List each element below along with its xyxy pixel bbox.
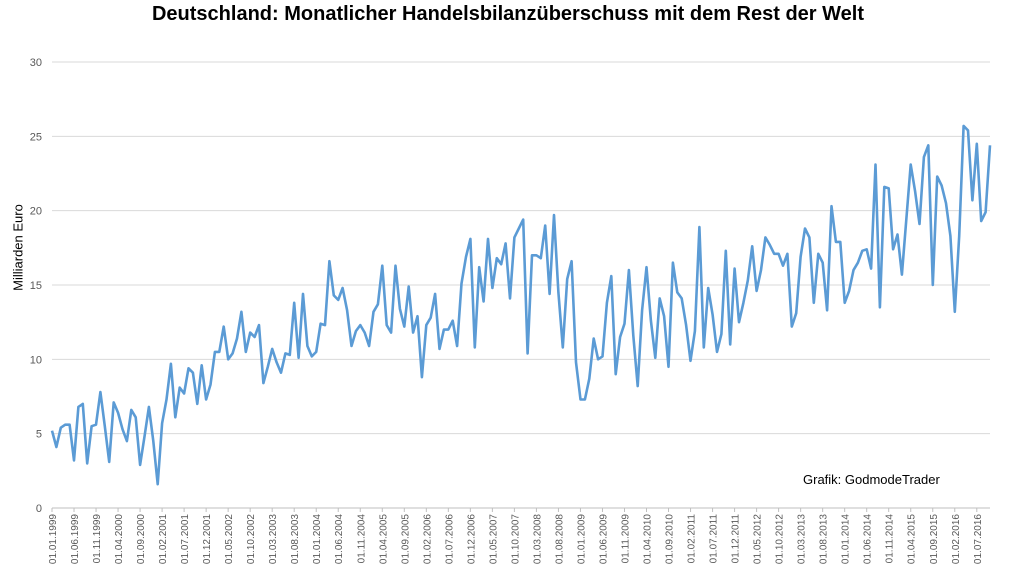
x-tick-label: 01.06.2004 bbox=[334, 514, 345, 564]
x-tick-label: 01.01.2004 bbox=[312, 514, 323, 564]
chart-annotation: Grafik: GodmodeTrader bbox=[803, 472, 940, 487]
x-tick-label: 01.11.2014 bbox=[885, 514, 896, 564]
x-tick-label: 01.01.2014 bbox=[841, 514, 852, 564]
x-tick-label: 01.02.2016 bbox=[951, 514, 962, 564]
x-tick-label: 01.02.2006 bbox=[422, 514, 433, 564]
x-tick-label: 01.06.1999 bbox=[70, 514, 81, 564]
x-tick-label: 01.11.2009 bbox=[620, 514, 631, 564]
x-tick-label: 01.06.2014 bbox=[863, 514, 874, 564]
x-tick-label: 01.09.2000 bbox=[136, 514, 147, 564]
x-tick-label: 01.09.2005 bbox=[400, 514, 411, 564]
y-tick-labels: 0 5 10 15 20 25 30 bbox=[30, 57, 42, 515]
x-tick-label: 01.04.2000 bbox=[114, 514, 125, 564]
x-tick-label: 01.02.2011 bbox=[687, 514, 698, 564]
y-tick-label: 0 bbox=[36, 503, 42, 515]
x-tick-label: 01.10.2012 bbox=[775, 514, 786, 564]
x-tick-label: 01.04.2010 bbox=[643, 514, 654, 564]
gridlines bbox=[52, 61, 990, 509]
x-tick-label: 01.01.2009 bbox=[576, 514, 587, 564]
x-tick-label: 01.05.2012 bbox=[753, 514, 764, 564]
y-tick-label: 25 bbox=[30, 131, 42, 143]
x-tick-label: 01.10.2002 bbox=[246, 514, 257, 564]
x-tick-label: 01.04.2005 bbox=[378, 514, 389, 564]
x-tick-label: 01.07.2001 bbox=[180, 514, 191, 564]
x-tick-label: 01.01.1999 bbox=[48, 514, 59, 564]
x-tick-label: 01.06.2009 bbox=[598, 514, 609, 564]
x-tick-label: 01.07.2016 bbox=[973, 514, 984, 564]
x-tick-labels: 01.01.1999 01.06.1999 01.11.1999 01.04.2000… bbox=[48, 508, 984, 564]
series-line bbox=[50, 124, 992, 486]
series-group bbox=[50, 124, 992, 486]
x-tick-label: 01.04.2015 bbox=[907, 514, 918, 564]
x-tick-label: 01.03.2003 bbox=[268, 514, 279, 564]
x-tick-label: 01.05.2002 bbox=[224, 514, 235, 564]
x-tick-label: 01.09.2010 bbox=[665, 514, 676, 564]
y-tick-label: 5 bbox=[36, 429, 42, 441]
x-tick-label: 01.08.2013 bbox=[819, 514, 830, 564]
x-tick-label: 01.08.2003 bbox=[290, 514, 301, 564]
x-tick-label: 01.10.2007 bbox=[510, 514, 521, 564]
y-tick-label: 10 bbox=[30, 354, 42, 366]
x-tick-label: 01.11.1999 bbox=[92, 514, 103, 564]
x-tick-label: 01.12.2001 bbox=[202, 514, 213, 564]
x-tick-label: 01.03.2008 bbox=[532, 514, 543, 564]
x-tick-label: 01.12.2011 bbox=[731, 514, 742, 564]
x-tick-label: 01.11.2004 bbox=[356, 514, 367, 564]
y-tick-label: 30 bbox=[30, 57, 42, 69]
x-tick-label: 01.07.2011 bbox=[709, 514, 720, 564]
x-tick-label: 01.05.2007 bbox=[488, 514, 499, 564]
x-tick-label: 01.09.2015 bbox=[929, 514, 940, 564]
y-tick-label: 15 bbox=[30, 280, 42, 292]
x-tick-label: 01.03.2013 bbox=[797, 514, 808, 564]
y-tick-label: 20 bbox=[30, 206, 42, 218]
chart-title: Deutschland: Monatlicher Handelsbilanzüb… bbox=[151, 3, 864, 25]
x-tick-label: 01.08.2008 bbox=[554, 514, 565, 564]
x-tick-label: 01.02.2001 bbox=[158, 514, 169, 564]
x-tick-label: 01.12.2006 bbox=[466, 514, 477, 564]
x-tick-label: 01.07.2006 bbox=[444, 514, 455, 564]
